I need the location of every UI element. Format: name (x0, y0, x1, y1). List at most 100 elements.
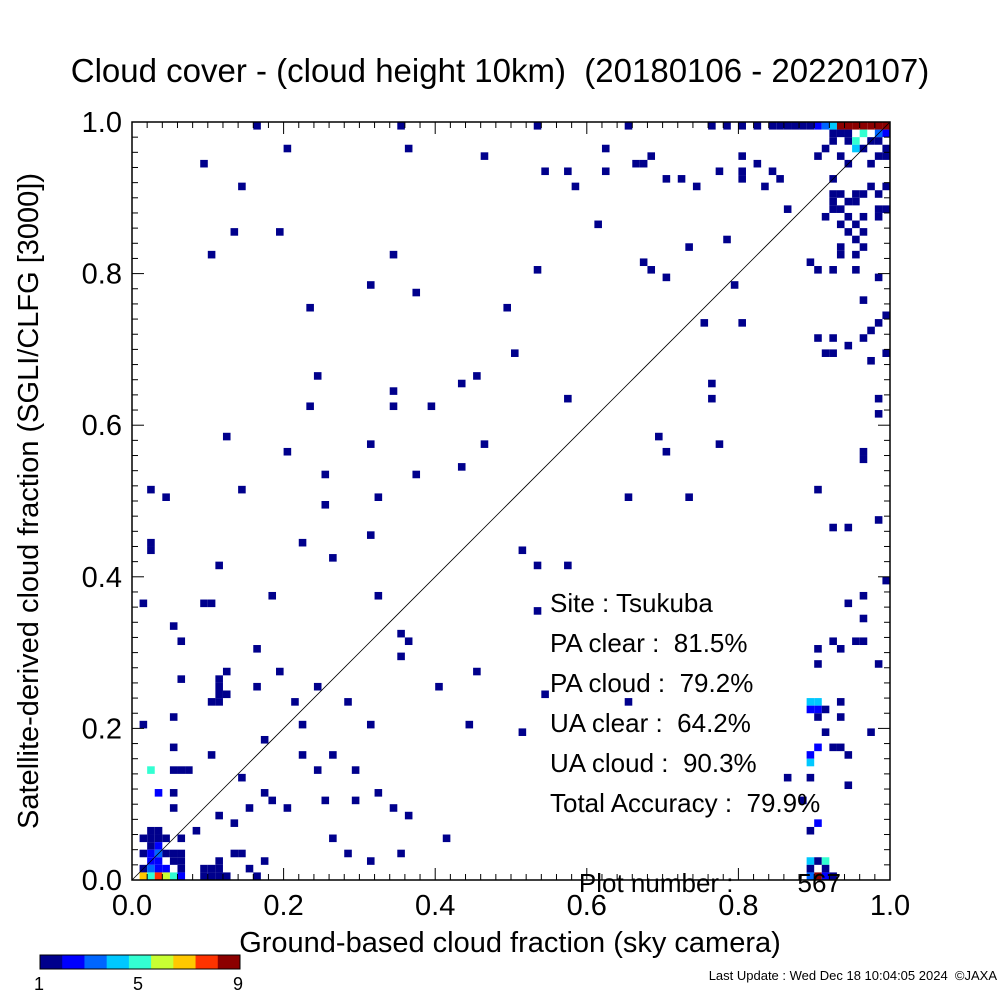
density-cell (768, 122, 777, 130)
density-cell (859, 447, 868, 456)
density-cell (700, 319, 709, 327)
density-cell (366, 440, 375, 448)
density-cell (859, 243, 868, 251)
density-cell (298, 751, 307, 759)
density-cell (518, 728, 527, 736)
density-cell (859, 591, 868, 600)
density-cell (655, 432, 663, 441)
density-cell (708, 122, 716, 130)
density-cell (306, 402, 314, 411)
density-cell (836, 152, 845, 160)
density-cell (753, 122, 762, 130)
density-cell (457, 379, 466, 388)
colorbar-swatch (84, 955, 108, 969)
density-cell (715, 167, 724, 176)
density-cell (215, 675, 223, 683)
density-cell (662, 175, 671, 183)
density-cell (859, 637, 868, 646)
density-cell (852, 220, 860, 229)
density-cell (389, 804, 398, 812)
plot-number-value: 567 (797, 868, 841, 898)
density-cell (867, 356, 875, 365)
density-cell (859, 614, 868, 623)
density-cell (753, 159, 762, 168)
density-cell (814, 485, 822, 494)
density-cell (177, 864, 186, 873)
density-cell (829, 197, 837, 206)
density-cell (169, 766, 178, 774)
density-cell (783, 205, 792, 213)
density-cell (230, 819, 239, 827)
density-cell (162, 872, 170, 880)
density-cell (169, 713, 178, 721)
density-cell (366, 720, 375, 729)
colorbar-swatch (106, 955, 130, 969)
density-cell (268, 796, 277, 805)
density-cell (874, 190, 883, 198)
density-cell (389, 250, 398, 259)
density-cell (162, 849, 170, 858)
density-cell (298, 538, 307, 547)
density-cell (200, 599, 208, 608)
density-cell (814, 872, 822, 880)
density-cell (162, 864, 170, 873)
density-cell (844, 341, 853, 350)
density-cell (147, 872, 155, 880)
density-cell (738, 122, 746, 130)
density-cell (647, 266, 656, 274)
density-cell (814, 705, 822, 714)
density-cell (329, 834, 337, 843)
density-cell (685, 493, 693, 501)
density-cell (776, 175, 784, 183)
colorbar-frame (39, 954, 241, 970)
density-cell (222, 667, 231, 676)
density-cell (692, 182, 701, 191)
density-cell (541, 167, 549, 176)
density-cell (321, 501, 330, 509)
density-cell (882, 576, 890, 585)
density-cell (836, 205, 845, 213)
density-cell (177, 849, 186, 858)
density-cell (738, 167, 746, 176)
density-cell (147, 538, 155, 547)
density-cell (874, 319, 883, 327)
density-cell (162, 834, 170, 843)
density-cell (207, 864, 216, 873)
density-cell (435, 682, 443, 691)
density-cell (829, 129, 837, 138)
density-cell (169, 872, 178, 880)
density-cell (844, 129, 853, 138)
density-cell (594, 220, 602, 229)
density-cell (215, 690, 223, 699)
density-cell (852, 144, 860, 153)
density-cell (344, 849, 352, 858)
density-cell (215, 872, 223, 880)
density-cell (821, 872, 830, 880)
density-cell (564, 394, 572, 403)
density-cell (738, 152, 746, 160)
density-cell (647, 152, 656, 160)
density-cell (147, 842, 155, 850)
density-cell (404, 811, 413, 820)
y-tick-label: 0.4 (82, 562, 122, 594)
density-cell (291, 698, 299, 706)
density-cell (708, 394, 716, 403)
density-cell (147, 766, 155, 774)
density-cell (541, 690, 549, 699)
density-cell (844, 122, 853, 130)
density-cell (276, 667, 284, 676)
density-cell (276, 228, 284, 236)
density-cell (601, 167, 610, 176)
density-cell (154, 842, 163, 850)
colorbar-max-label: 9 (233, 974, 244, 994)
stat-plot-number: Plot number : 567 (550, 823, 841, 943)
density-cell (844, 599, 853, 608)
density-cell (859, 129, 868, 138)
chart-title: Cloud cover - (cloud height 10km) (20180… (70, 52, 930, 89)
density-cell (518, 546, 527, 555)
density-cell (215, 561, 223, 570)
density-cell (836, 250, 845, 259)
y-tick-label: 0.0 (82, 865, 122, 897)
colorbar-min-label: 1 (34, 974, 45, 994)
density-cell (791, 122, 800, 130)
